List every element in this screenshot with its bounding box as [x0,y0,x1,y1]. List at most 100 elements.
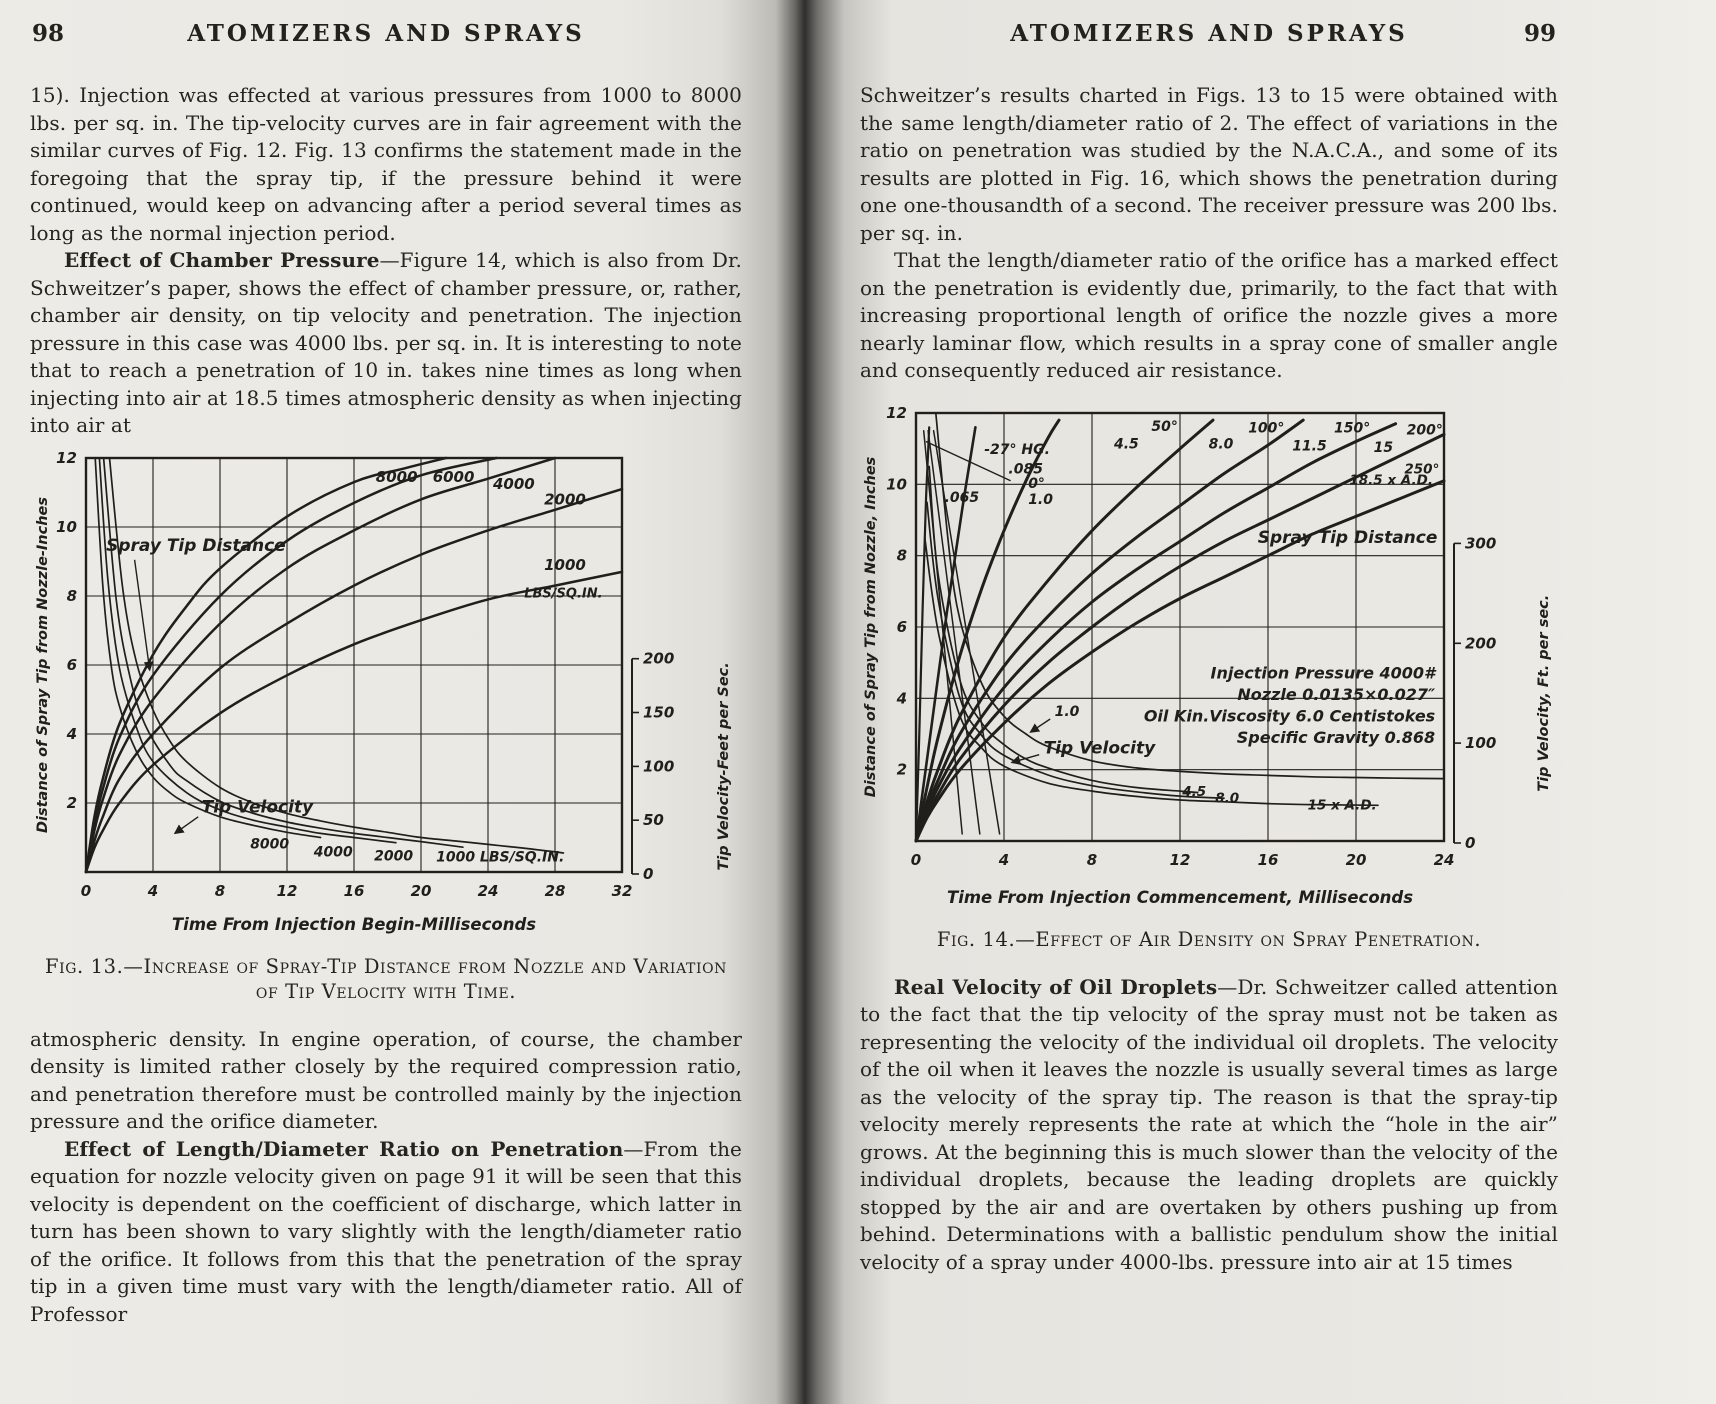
svg-text:15 x A.D.: 15 x A.D. [1308,797,1377,813]
svg-text:12: 12 [886,404,907,422]
svg-text:8: 8 [897,546,907,564]
paragraph-schweitzer-results: Schweitzer’s results charted in Figs. 13… [860,83,1558,245]
running-head-right: ATOMIZERS AND SPRAYS [1010,20,1408,47]
paragraph-body: —Figure 14, which is also from Dr. Schwe… [30,248,742,437]
svg-text:Time From Injection Commenceme: Time From Injection Commencement, Millis… [947,888,1413,907]
svg-text:Tip Velocity: Tip Velocity [202,797,314,817]
page-number-right: 99 [1523,20,1556,47]
svg-text:2000: 2000 [544,490,586,508]
svg-text:Oil Kin.Viscosity 6.0 Centisto: Oil Kin.Viscosity 6.0 Centistokes [1144,706,1435,725]
svg-text:8.0: 8.0 [1215,790,1239,806]
svg-text:1000: 1000 [544,556,586,574]
svg-text:Tip Velocity, Ft. per sec.: Tip Velocity, Ft. per sec. [1536,594,1552,791]
page-number-left: 98 [32,20,65,47]
svg-text:0: 0 [911,851,921,869]
svg-text:4: 4 [147,882,158,900]
svg-text:12: 12 [1170,851,1191,869]
svg-text:6: 6 [67,656,77,674]
svg-text:50°: 50° [1151,418,1177,434]
svg-text:4: 4 [66,725,77,743]
paragraph-continuation: 15). Injection was effected at various p… [30,83,742,245]
page-98-header: 98 ATOMIZERS AND SPRAYS [30,20,742,52]
svg-text:Tip Velocity-Feet per Sec.: Tip Velocity-Feet per Sec. [716,662,732,870]
svg-text:0: 0 [81,882,91,900]
svg-text:2: 2 [67,794,77,812]
svg-text:150: 150 [643,703,674,721]
svg-text:20: 20 [1346,851,1367,869]
svg-text:4000: 4000 [492,475,535,493]
svg-text:10: 10 [56,518,77,536]
paragraph-lead: Real Velocity of Oil Droplets [894,974,1218,999]
svg-text:Specific Gravity 0.868: Specific Gravity 0.868 [1237,727,1435,746]
svg-text:24: 24 [478,882,499,900]
svg-text:300: 300 [1465,534,1496,552]
svg-text:1000 LBS/SQ.IN.: 1000 LBS/SQ.IN. [436,849,564,865]
paragraph-body: —From the equation for nozzle velocity g… [30,1136,742,1326]
page-98: 98 ATOMIZERS AND SPRAYS 15). Injection w… [30,0,742,1404]
svg-text:100°: 100° [1248,420,1284,436]
svg-text:24: 24 [1434,851,1455,869]
paragraph-lead: Effect of Chamber Pressure [64,248,380,272]
svg-text:4000: 4000 [313,844,353,860]
svg-text:12: 12 [277,882,298,900]
paragraph-body: —Dr. Schweitzer called attention to the … [860,974,1559,1274]
svg-text:12: 12 [56,449,77,467]
svg-text:8.0: 8.0 [1209,436,1234,452]
paragraph-lead: Effect of Length/Diameter Ratio on Penet… [64,1136,624,1161]
svg-text:200: 200 [1465,634,1496,652]
svg-text:8: 8 [1087,851,1097,869]
caption-line-1: Fig. 13.—Increase of Spray-Tip Distance … [44,954,728,978]
svg-text:18.5 x A.D.: 18.5 x A.D. [1349,472,1433,488]
svg-text:4: 4 [998,851,1009,869]
svg-text:15: 15 [1374,440,1394,456]
svg-text:0: 0 [643,865,653,883]
svg-text:Tip Velocity: Tip Velocity [1044,738,1156,758]
svg-text:28: 28 [545,882,566,900]
svg-text:Injection Pressure 4000#: Injection Pressure 4000# [1211,663,1438,682]
svg-text:250°: 250° [1404,461,1439,477]
page-99: ATOMIZERS AND SPRAYS 99 Schweitzer’s res… [860,0,1558,1404]
paragraph-chamber-pressure: Effect of Chamber Pressure—Figure 14, wh… [30,247,742,440]
svg-text:150°: 150° [1334,420,1370,436]
svg-text:-27° HG.: -27° HG. [984,442,1050,458]
svg-text:1.0: 1.0 [1055,704,1080,720]
svg-text:20: 20 [411,882,432,900]
svg-text:8: 8 [67,587,77,605]
figure-14: 0 4 8 12 16 20 24 2 4 6 8 10 12.065 -27° HG. .085 0° 1.0… [860,399,1558,919]
svg-text:10: 10 [886,475,907,493]
svg-text:0: 0 [1465,834,1475,852]
figure-13-caption: Fig. 13.—Increase of Spray-Tip Distance … [30,954,742,1004]
svg-text:100: 100 [643,757,674,775]
svg-text:100: 100 [1465,734,1496,752]
svg-text:4: 4 [896,689,907,707]
svg-text:Spray Tip Distance: Spray Tip Distance [1258,528,1438,548]
svg-text:Distance of Spray Tip from Noz: Distance of Spray Tip from Nozzle-Inches [35,496,51,832]
svg-text:Distance of Spray Tip from Noz: Distance of Spray Tip from Nozzle, Inche… [863,456,879,797]
svg-text:8000: 8000 [376,468,418,486]
svg-text:32: 32 [612,882,633,900]
svg-text:0°: 0° [1028,475,1045,491]
svg-text:11.5: 11.5 [1292,438,1327,454]
svg-text:50: 50 [643,811,664,829]
caption-line-2: of Tip Velocity with Time. [255,979,517,1003]
svg-text:Nozzle 0.0135×0.027″: Nozzle 0.0135×0.027″ [1237,685,1436,704]
caption-line: Fig. 14.—Effect of Air Density on Spray … [936,927,1482,951]
svg-text:16: 16 [344,882,365,900]
svg-text:1.0: 1.0 [1028,491,1053,507]
svg-text:200: 200 [643,649,674,667]
svg-text:LBS/SQ.IN.: LBS/SQ.IN. [524,586,602,601]
svg-text:6000: 6000 [433,468,475,486]
paragraph-ratio-effect: That the length/diameter ratio of the or… [860,248,1558,382]
page-99-header: ATOMIZERS AND SPRAYS 99 [860,20,1558,52]
svg-text:.065: .065 [945,490,980,506]
paragraph-real-velocity: Real Velocity of Oil Droplets—Dr. Schwei… [860,974,1558,1277]
svg-text:8000: 8000 [250,836,289,852]
svg-text:2: 2 [897,760,907,778]
svg-text:.085: .085 [1008,461,1043,477]
paragraph-length-diameter: Effect of Length/Diameter Ratio on Penet… [30,1136,742,1329]
figure-13: 0 4 8 12 16 20 24 28 32 2 4 6 8 10 12 8000 6000 4000 2000 1… [32,446,742,946]
figure-14-caption: Fig. 14.—Effect of Air Density on Spray … [860,927,1558,952]
